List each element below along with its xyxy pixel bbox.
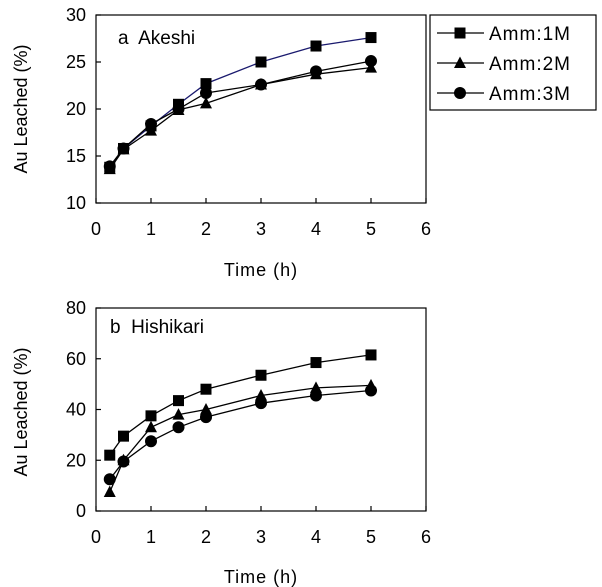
x-tick-label: 5 — [366, 527, 376, 547]
data-point-square — [365, 349, 377, 361]
data-point-circle — [365, 384, 377, 397]
y-tick-label: 10 — [66, 193, 86, 213]
series-line-circle — [109, 60, 372, 167]
y-tick-group: 0 20 40 60 80 — [66, 298, 101, 521]
series-line-triangle — [109, 384, 372, 493]
data-point-circle — [310, 389, 322, 402]
data-point-square — [255, 56, 267, 68]
data-point-circle — [172, 421, 185, 434]
legend: Amm:1M Amm:2M Amm:3M — [429, 14, 597, 111]
x-tick-label: 2 — [201, 219, 211, 239]
data-point-circle — [117, 142, 130, 155]
series-layer — [103, 349, 377, 497]
legend-label: Amm:2M — [489, 54, 571, 75]
data-point-circle — [255, 397, 267, 410]
data-point-square — [145, 410, 157, 422]
legend-marker-circle — [454, 87, 466, 99]
y-tick-group: 10 15 20 25 30 — [66, 5, 101, 213]
x-tick-group: 0 1 2 3 4 5 6 — [91, 198, 431, 239]
data-point-triangle — [255, 389, 267, 401]
y-tick-label: 40 — [66, 400, 86, 420]
x-tick-label: 1 — [146, 219, 156, 239]
y-tick-label: 30 — [66, 5, 86, 25]
plot-frame — [95, 307, 427, 512]
x-tick-label: 6 — [421, 527, 431, 547]
data-point-triangle — [310, 381, 322, 393]
data-point-circle — [200, 87, 212, 100]
data-point-triangle — [145, 420, 157, 433]
y-tick-label: 20 — [66, 450, 86, 470]
legend-marker-triangle — [454, 56, 466, 68]
x-tick-label: 0 — [91, 527, 101, 547]
legend-label: Amm:3M — [489, 84, 571, 105]
x-tick-label: 4 — [311, 527, 321, 547]
data-point-square — [200, 383, 212, 395]
panel-title: b Hishikari — [110, 317, 204, 338]
data-point-triangle — [172, 408, 185, 420]
data-point-circle — [145, 118, 157, 131]
x-tick-label: 0 — [91, 219, 101, 239]
data-point-circle — [145, 435, 157, 448]
data-point-circle — [103, 473, 116, 486]
data-point-circle — [172, 103, 185, 115]
data-point-square — [200, 78, 212, 90]
x-tick-label: 1 — [146, 527, 156, 547]
x-tick-label: 3 — [256, 219, 266, 239]
legend-label: Amm:1M — [489, 24, 571, 45]
data-point-square — [310, 357, 322, 369]
y-tick-label: 60 — [66, 349, 86, 369]
legend-marker-square — [454, 27, 466, 39]
data-point-circle — [365, 55, 377, 68]
x-tick-group: 0 1 2 3 4 5 6 — [91, 506, 431, 547]
data-point-triangle — [200, 96, 212, 109]
y-tick-label: 20 — [66, 99, 86, 119]
y-tick-label: 15 — [66, 146, 86, 166]
y-tick-label: 25 — [66, 52, 86, 72]
data-point-square — [365, 32, 377, 44]
x-tick-label: 6 — [421, 219, 431, 239]
chart-panel-akeshi: a Akeshi 10 15 20 25 30 0 1 2 3 4 5 6 Au Leached (… — [11, 5, 431, 280]
data-point-circle — [117, 455, 130, 468]
chart-panel-hishikari: b Hishikari 0 20 40 60 80 0 1 2 3 4 5 6 Au Leached… — [11, 298, 431, 587]
data-point-square — [173, 395, 184, 407]
x-tick-label: 3 — [256, 527, 266, 547]
series-layer — [103, 32, 377, 175]
data-point-square — [118, 430, 129, 442]
x-tick-label: 4 — [311, 219, 321, 239]
data-point-square — [104, 449, 116, 461]
y-tick-label: 0 — [76, 501, 86, 521]
data-point-circle — [310, 65, 322, 78]
data-point-circle — [103, 160, 116, 173]
x-tick-label: 2 — [201, 527, 211, 547]
data-point-circle — [255, 78, 267, 91]
data-point-circle — [200, 411, 212, 424]
data-point-square — [255, 369, 267, 381]
y-axis-label: Au Leached (%) — [11, 347, 31, 476]
data-point-triangle — [103, 485, 116, 497]
x-axis-label: Time (h) — [224, 260, 298, 280]
y-axis-label: Au Leached (%) — [11, 44, 31, 173]
x-axis-label: Time (h) — [224, 567, 298, 587]
x-tick-label: 5 — [366, 219, 376, 239]
series-line-square — [109, 36, 372, 168]
y-tick-label: 80 — [66, 298, 86, 318]
data-point-triangle — [200, 403, 212, 415]
legend-items: Amm:1M Amm:2M Amm:3M — [437, 24, 571, 105]
series-line-circle — [109, 389, 372, 480]
panel-title: a Akeshi — [118, 28, 195, 49]
data-point-square — [310, 40, 322, 52]
